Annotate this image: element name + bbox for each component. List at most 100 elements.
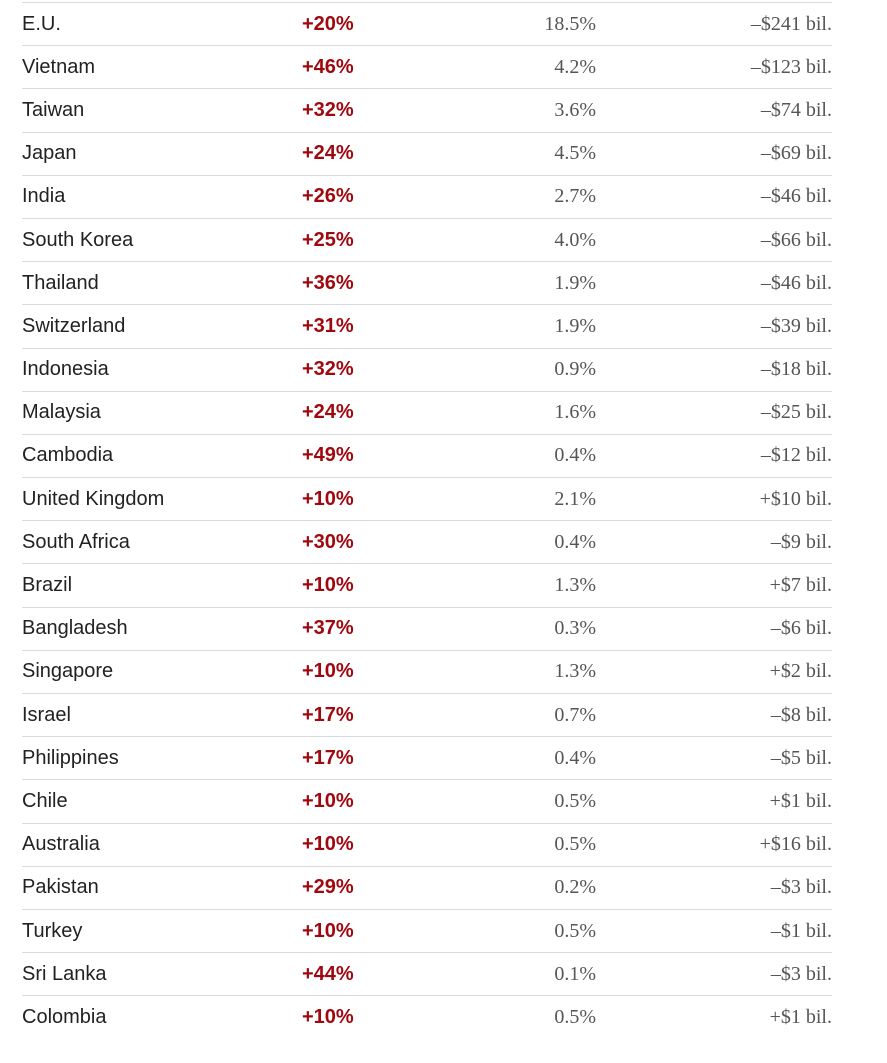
trade-balance-cell: –$46 bil. — [760, 271, 832, 294]
import-share-cell: 2.1% — [554, 487, 596, 510]
country-cell: Israel — [22, 703, 71, 726]
country-cell: Vietnam — [22, 55, 96, 78]
country-cell: Sri Lanka — [22, 962, 107, 985]
table-row: Pakistan +29% 0.2% –$3 bil. — [22, 867, 832, 910]
table-row: Philippines +17% 0.4% –$5 bil. — [22, 737, 832, 781]
tariff-cell: +26% — [302, 185, 354, 208]
tariff-cell: +10% — [302, 789, 354, 812]
import-share-cell: 2.7% — [554, 185, 596, 208]
table-row: Switzerland +31% 1.9% –$39 bil. — [22, 305, 832, 349]
table-row: South Africa +30% 0.4% –$9 bil. — [22, 521, 832, 565]
trade-balance-cell: –$6 bil. — [770, 617, 832, 640]
country-cell: Indonesia — [22, 358, 109, 381]
trade-balance-cell: –$12 bil. — [760, 444, 832, 467]
tariff-cell: +17% — [302, 746, 354, 769]
trade-balance-cell: –$1 bil. — [770, 919, 832, 942]
country-cell: Cambodia — [22, 444, 114, 467]
import-share-cell: 0.3% — [554, 617, 596, 640]
country-cell: Chile — [22, 789, 68, 812]
country-cell: South Korea — [22, 228, 134, 251]
tariff-cell: +37% — [302, 617, 354, 640]
tariff-cell: +10% — [302, 1006, 354, 1029]
country-cell: Malaysia — [22, 401, 101, 424]
import-share-cell: 1.9% — [554, 314, 596, 337]
country-cell: Japan — [22, 142, 77, 165]
tariff-cell: +36% — [302, 271, 354, 294]
country-cell: E.U. — [22, 12, 61, 35]
trade-balance-cell: +$1 bil. — [769, 789, 832, 812]
country-cell: Singapore — [22, 660, 114, 683]
trade-balance-cell: +$10 bil. — [759, 487, 832, 510]
tariff-cell: +32% — [302, 98, 354, 121]
import-share-cell: 4.2% — [554, 55, 596, 78]
import-share-cell: 0.1% — [554, 962, 596, 985]
import-share-cell: 0.7% — [554, 703, 596, 726]
table-row: Japan +24% 4.5% –$69 bil. — [22, 133, 832, 176]
tariff-cell: +17% — [302, 703, 354, 726]
tariff-cell: +10% — [302, 574, 354, 597]
trade-balance-cell: –$74 bil. — [760, 98, 832, 121]
import-share-cell: 3.6% — [554, 98, 596, 121]
country-cell: Philippines — [22, 746, 119, 769]
table-row: Colombia +10% 0.5% +$1 bil. — [22, 996, 832, 1039]
import-share-cell: 0.2% — [554, 876, 596, 899]
country-cell: South Africa — [22, 530, 130, 553]
import-share-cell: 0.5% — [554, 789, 596, 812]
tariff-cell: +10% — [302, 833, 354, 856]
table-row: South Korea +25% 4.0% –$66 bil. — [22, 219, 832, 263]
table-row: Malaysia +24% 1.6% –$25 bil. — [22, 392, 832, 435]
table-row: India +26% 2.7% –$46 bil. — [22, 176, 832, 219]
tariff-cell: +24% — [302, 401, 354, 424]
import-share-cell: 0.5% — [554, 833, 596, 856]
import-share-cell: 4.0% — [554, 228, 596, 251]
table-row: Sri Lanka +44% 0.1% –$3 bil. — [22, 953, 832, 997]
tariff-cell: +25% — [302, 228, 354, 251]
trade-balance-cell: –$39 bil. — [760, 314, 832, 337]
import-share-cell: 0.4% — [554, 444, 596, 467]
tariff-cell: +32% — [302, 358, 354, 381]
import-share-cell: 0.9% — [554, 358, 596, 381]
country-cell: India — [22, 185, 66, 208]
import-share-cell: 4.5% — [554, 142, 596, 165]
country-cell: Pakistan — [22, 876, 99, 899]
trade-balance-cell: –$8 bil. — [770, 703, 832, 726]
table-row: Cambodia +49% 0.4% –$12 bil. — [22, 435, 832, 479]
trade-balance-cell: –$5 bil. — [770, 746, 832, 769]
table-row: Australia +10% 0.5% +$16 bil. — [22, 824, 832, 867]
trade-balance-cell: –$69 bil. — [760, 142, 832, 165]
table-row: United Kingdom +10% 2.1% +$10 bil. — [22, 478, 832, 522]
table-row: Israel +17% 0.7% –$8 bil. — [22, 694, 832, 738]
import-share-cell: 1.9% — [554, 271, 596, 294]
table-row: Brazil +10% 1.3% +$7 bil. — [22, 564, 832, 608]
country-cell: United Kingdom — [22, 487, 165, 510]
import-share-cell: 18.5% — [544, 12, 596, 35]
trade-balance-cell: –$241 bil. — [750, 12, 832, 35]
country-cell: Bangladesh — [22, 617, 128, 640]
table-row: Turkey +10% 0.5% –$1 bil. — [22, 910, 832, 954]
table-row: Chile +10% 0.5% +$1 bil. — [22, 780, 832, 824]
table-row: Singapore +10% 1.3% +$2 bil. — [22, 651, 832, 694]
table-row: Thailand +36% 1.9% –$46 bil. — [22, 262, 832, 306]
country-cell: Brazil — [22, 574, 73, 597]
trade-balance-cell: –$3 bil. — [770, 962, 832, 985]
trade-balance-cell: +$2 bil. — [769, 660, 832, 683]
country-cell: Turkey — [22, 919, 83, 942]
tariff-cell: +29% — [302, 876, 354, 899]
tariff-cell: +44% — [302, 962, 354, 985]
import-share-cell: 1.3% — [554, 574, 596, 597]
import-share-cell: 1.6% — [554, 401, 596, 424]
country-cell: Taiwan — [22, 98, 85, 121]
trade-balance-cell: +$16 bil. — [759, 833, 832, 856]
trade-balance-cell: –$9 bil. — [770, 530, 832, 553]
import-share-cell: 0.4% — [554, 530, 596, 553]
tariff-cell: +10% — [302, 487, 354, 510]
tariff-cell: +46% — [302, 55, 354, 78]
table-row: E.U. +20% 18.5% –$241 bil. — [22, 3, 832, 47]
import-share-cell: 1.3% — [554, 660, 596, 683]
import-share-cell: 0.4% — [554, 746, 596, 769]
import-share-cell: 0.5% — [554, 1006, 596, 1029]
tariff-cell: +49% — [302, 444, 354, 467]
trade-balance-cell: –$18 bil. — [760, 358, 832, 381]
tariff-cell: +24% — [302, 142, 354, 165]
country-cell: Colombia — [22, 1006, 107, 1029]
